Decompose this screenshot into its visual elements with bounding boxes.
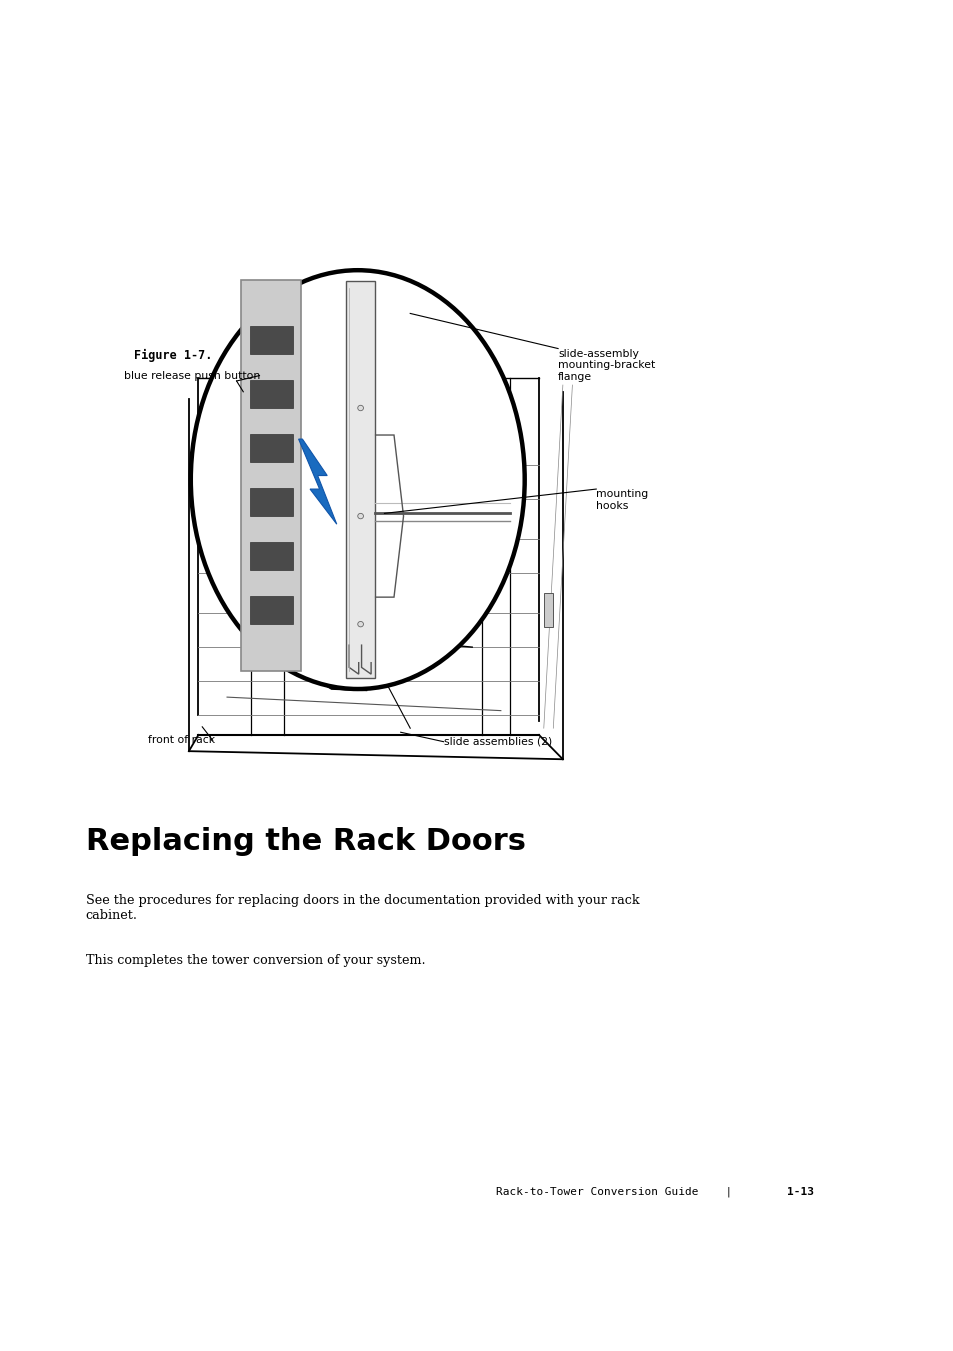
- FancyBboxPatch shape: [250, 434, 293, 462]
- FancyBboxPatch shape: [346, 281, 375, 678]
- Text: This completes the tower conversion of your system.: This completes the tower conversion of y…: [86, 954, 425, 967]
- FancyBboxPatch shape: [250, 488, 293, 516]
- Polygon shape: [291, 662, 367, 689]
- Polygon shape: [298, 439, 336, 524]
- Text: slide assemblies (2): slide assemblies (2): [443, 736, 551, 747]
- Text: Figure 1-7.    Removing the Slide Assemblies: Figure 1-7. Removing the Slide Assemblie…: [133, 349, 447, 362]
- FancyBboxPatch shape: [241, 280, 301, 671]
- FancyBboxPatch shape: [543, 593, 553, 627]
- Text: slide-assembly
mounting-bracket
flange: slide-assembly mounting-bracket flange: [558, 349, 655, 382]
- FancyBboxPatch shape: [250, 326, 293, 354]
- Text: front of rack: front of rack: [148, 735, 214, 746]
- FancyBboxPatch shape: [250, 542, 293, 570]
- Text: mounting
hooks: mounting hooks: [596, 489, 648, 511]
- FancyBboxPatch shape: [250, 596, 293, 624]
- FancyBboxPatch shape: [250, 380, 293, 408]
- Ellipse shape: [191, 270, 524, 689]
- Ellipse shape: [357, 513, 363, 519]
- Text: See the procedures for replacing doors in the documentation provided with your r: See the procedures for replacing doors i…: [86, 894, 639, 923]
- Text: 1-13: 1-13: [786, 1186, 813, 1197]
- Text: Replacing the Rack Doors: Replacing the Rack Doors: [86, 827, 525, 855]
- Text: Rack-to-Tower Conversion Guide    |: Rack-to-Tower Conversion Guide |: [496, 1186, 759, 1197]
- Ellipse shape: [357, 405, 363, 411]
- Ellipse shape: [357, 621, 363, 627]
- Text: blue release push button: blue release push button: [124, 370, 260, 381]
